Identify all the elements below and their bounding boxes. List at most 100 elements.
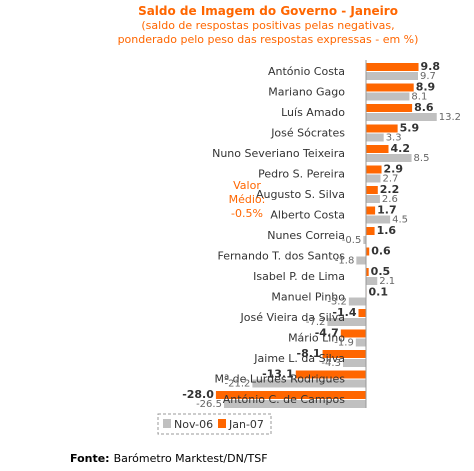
source-text: Barómetro Marktest/DN/TSF	[114, 452, 268, 465]
bar-jan	[366, 83, 414, 92]
bar-nov	[366, 113, 437, 121]
data-label-nov: -4.3	[321, 358, 341, 369]
category-label: António Costa	[268, 65, 345, 78]
data-label-nov: -1.8	[335, 256, 355, 267]
data-label-nov: -21.2	[224, 379, 250, 390]
category-label: Pedro S. Pereira	[258, 168, 345, 181]
category-label: Augusto S. Silva	[256, 188, 345, 201]
bar-jan	[366, 124, 398, 133]
data-label-jan: 4.2	[391, 142, 411, 155]
category-label: José Vieira da Silva	[240, 311, 345, 324]
bar-jan	[366, 268, 369, 276]
legend-label-jan: Jan-07	[228, 418, 264, 431]
average-annotation-line-2: Médio:	[229, 193, 266, 206]
bar-nov	[363, 236, 366, 244]
category-label: Fernando T. dos Santos	[217, 250, 345, 263]
data-label-jan: 1.7	[377, 204, 397, 217]
data-label-nov: 4.5	[392, 215, 408, 226]
category-label: Luís Amado	[281, 106, 345, 119]
bar-nov	[348, 297, 366, 306]
bar-jan	[366, 206, 376, 215]
data-label-jan: 0.5	[371, 265, 391, 278]
data-label-jan: 8.9	[416, 81, 436, 94]
data-label-nov: 13.2	[439, 112, 461, 123]
bar-nov	[366, 215, 391, 224]
bar-jan	[366, 227, 375, 235]
bar-nov	[366, 154, 412, 162]
category-label: Alberto Costa	[270, 209, 345, 222]
chart-subtitle-line-2: ponderado pelo peso das respostas expres…	[118, 33, 419, 46]
chart-subtitle-line-1: (saldo de respostas positivas pelas nega…	[141, 19, 394, 32]
bar-nov	[366, 133, 384, 142]
bar-nov	[342, 359, 366, 367]
source-label: Fonte:	[70, 452, 110, 465]
average-annotation-value: -0.5%	[231, 207, 263, 220]
bar-jan	[366, 186, 378, 194]
legend-swatch-nov	[163, 419, 171, 428]
chart-title: Saldo de Imagem do Governo - Janeiro	[138, 4, 398, 18]
data-label-nov: 9.7	[420, 71, 436, 82]
legend-box	[157, 413, 272, 435]
data-label-jan: 2.2	[380, 183, 400, 196]
category-label: Jaime L. da Silva	[253, 352, 345, 365]
data-label-nov: 8.5	[414, 153, 430, 164]
bar-jan	[366, 104, 413, 112]
legend: Nov-06 Jan-07	[157, 413, 272, 435]
source-line: Fonte: Barómetro Marktest/DN/TSF	[70, 452, 268, 465]
bar-nov	[356, 256, 366, 265]
data-label-nov: -1.9	[334, 338, 354, 349]
data-label-jan: 1.6	[377, 224, 397, 237]
data-label-jan: 8.6	[414, 101, 434, 114]
data-label-nov: 2.1	[379, 276, 395, 287]
category-label: Nuno Severiano Teixeira	[212, 147, 345, 160]
category-label: Mª de Lurdes Rodrigues	[214, 373, 345, 386]
bar-jan	[366, 63, 419, 71]
data-label-nov: 2.6	[382, 194, 398, 205]
legend-label-nov: Nov-06	[174, 418, 213, 431]
bar-jan	[215, 391, 366, 399]
bar-nov	[366, 174, 381, 183]
data-label-nov: 2.7	[382, 174, 398, 185]
category-labels: António Costa Mariano Gago Luís Amado José …	[212, 65, 345, 406]
bar-nov	[252, 379, 366, 388]
category-label: Manuel Pinho	[271, 291, 345, 304]
data-label-nov: -0.5	[342, 235, 362, 246]
average-annotation-line-1: Valor	[233, 179, 261, 192]
data-label-jan: 9.8	[421, 60, 441, 73]
bar-nov	[366, 277, 378, 285]
bar-nov	[366, 92, 410, 101]
bar-jan	[366, 247, 370, 256]
legend-swatch-jan	[218, 419, 226, 428]
bar-jan	[340, 329, 366, 338]
category-label: José Sócrates	[270, 127, 345, 140]
bar-nov	[327, 318, 366, 326]
category-label: Mariano Gago	[268, 86, 345, 99]
data-label-nov: -26.5	[196, 399, 222, 410]
data-label-nov: -7.2	[306, 317, 326, 328]
data-label-jan: -28.0	[182, 388, 214, 401]
category-label: Nunes Correia	[267, 229, 345, 242]
data-label-jan: 0.1	[369, 286, 389, 299]
bar-jan	[366, 145, 389, 153]
data-label-jan: -13.1	[262, 368, 294, 381]
data-label-jan: -8.1	[297, 347, 321, 360]
data-label-jan: 0.6	[371, 245, 391, 258]
bars-group	[215, 63, 437, 408]
data-labels: 9.89.78.98.18.6 13.2 5.93.34.28.5 2.92.72.2…	[182, 60, 461, 410]
data-label-jan: -1.4	[332, 306, 356, 319]
data-label-jan: 2.9	[384, 163, 404, 176]
bar-nov	[366, 195, 380, 203]
data-label-jan: 5.9	[400, 122, 420, 135]
bar-jan	[358, 309, 366, 317]
data-label-nov: 3.3	[386, 133, 402, 144]
bar-jan	[366, 165, 382, 174]
category-label: Isabel P. de Lima	[253, 270, 345, 283]
data-label-nov: -3.2	[327, 297, 347, 308]
category-label: Mário Lino	[288, 332, 345, 345]
bar-nov	[366, 72, 418, 80]
category-label: António C. de Campos	[223, 393, 346, 406]
bar-jan	[322, 350, 366, 358]
data-label-jan: -4.7	[315, 327, 339, 340]
